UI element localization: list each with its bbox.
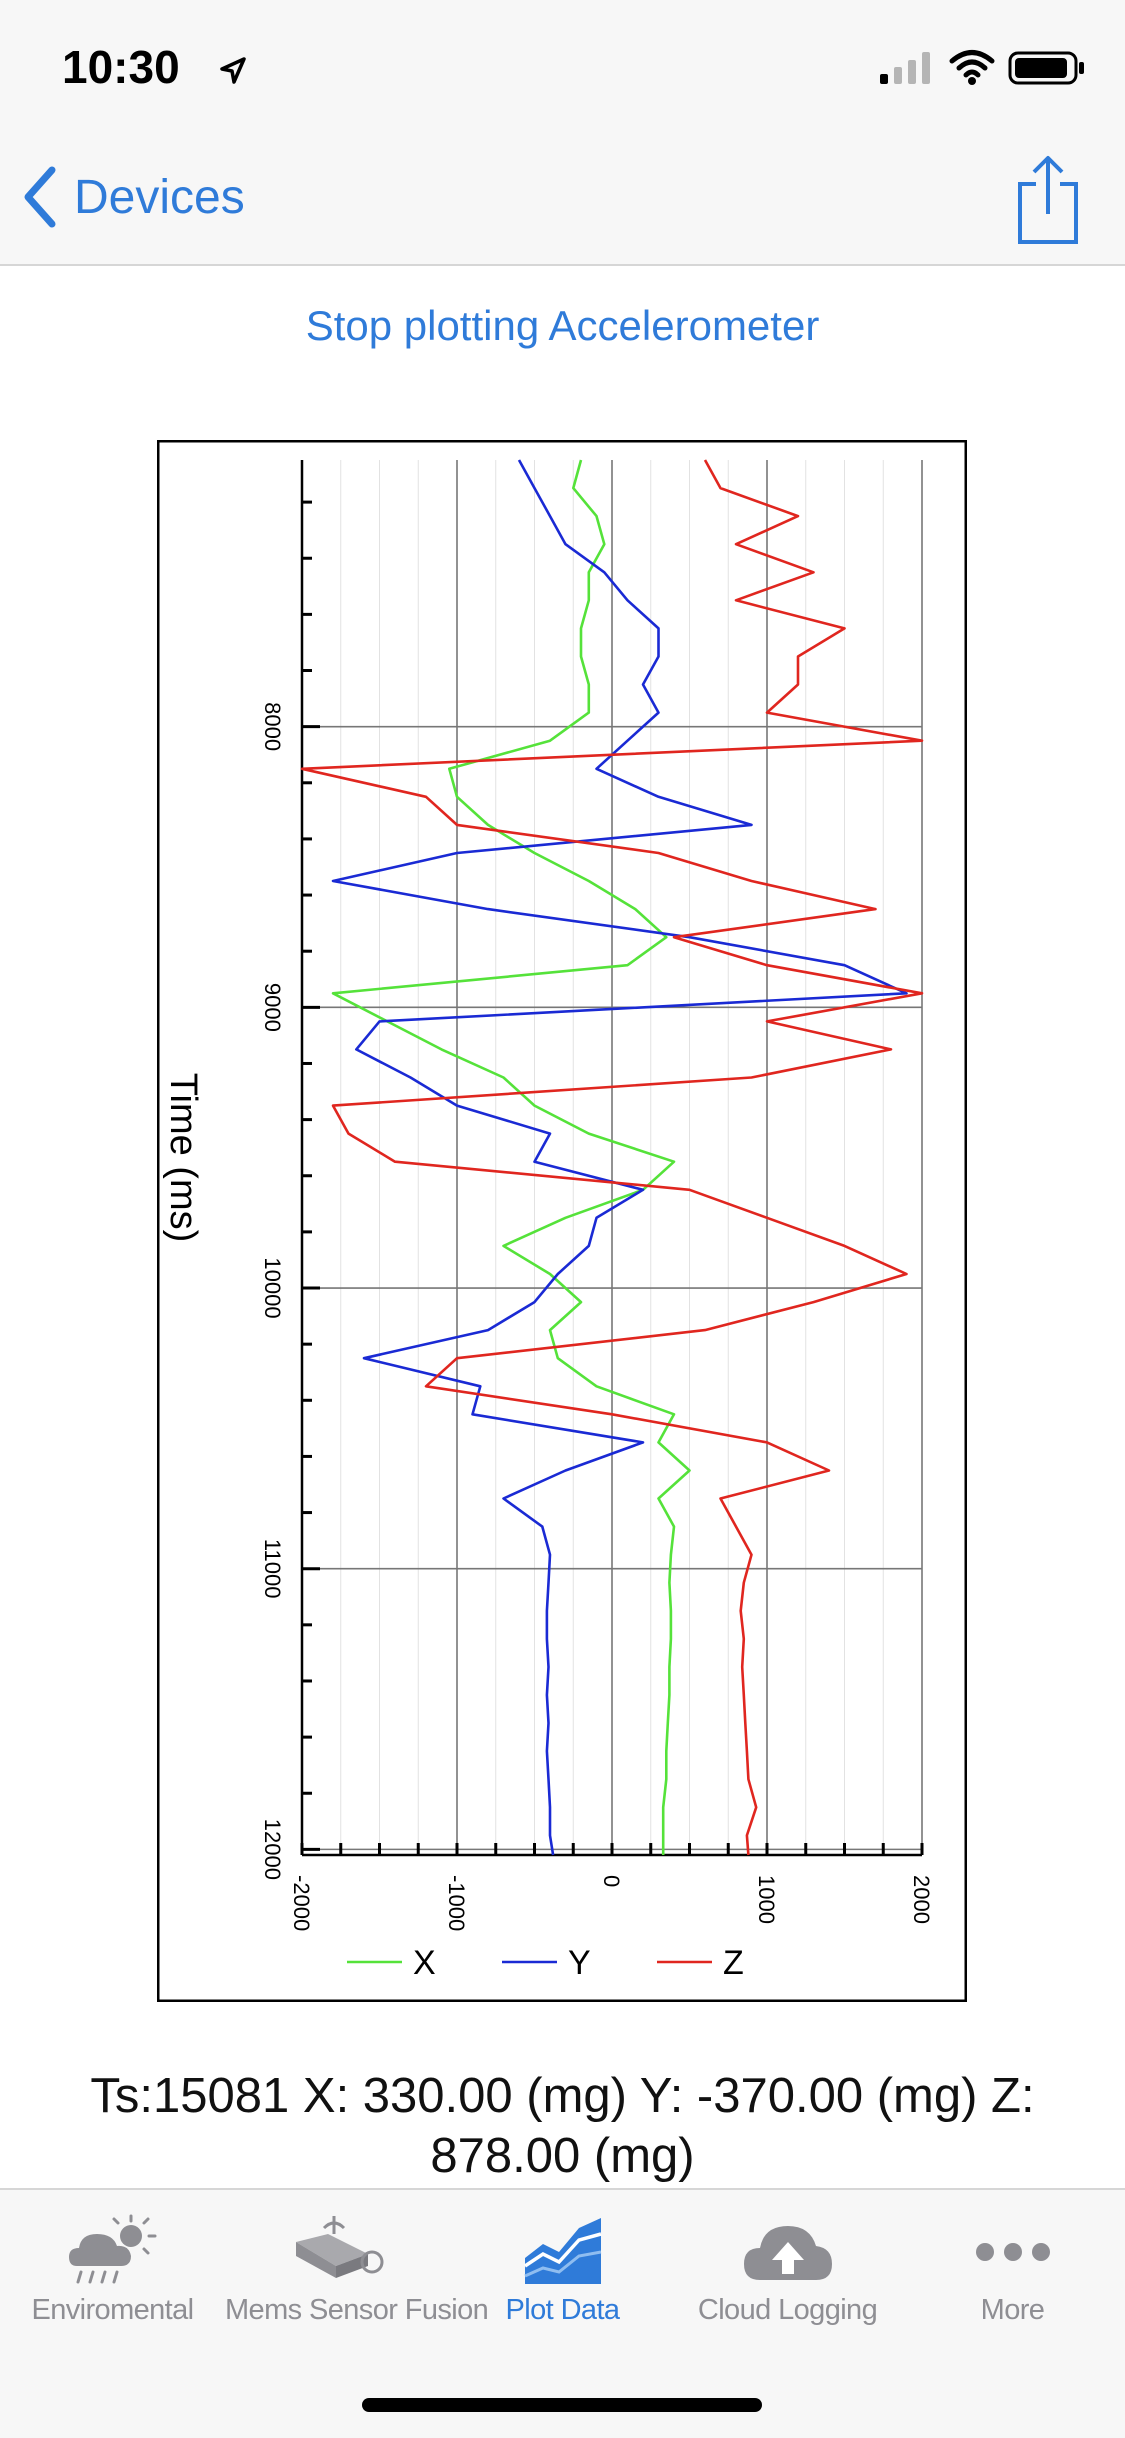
tab-plot-data[interactable]: Plot Data [450,2190,675,2360]
tab-label-mems-sensor-fusion: Mems Sensor Fusion [225,2294,489,2326]
value-tick-label: -1000 [444,1875,469,1931]
chart-svg: 8000 9000 10000 11000 12000-2000 -1000 0 1000 20… [156,439,968,2003]
value-tick-label: -2000 [289,1875,314,1931]
chart-frame [156,439,968,2003]
cellular-signal-icon [880,52,930,84]
stop-plotting-button[interactable]: Stop plotting Accelerometer [305,302,820,349]
tab-more[interactable]: More [900,2190,1125,2360]
tab-mems-sensor-fusion[interactable]: Mems Sensor Fusion [225,2190,489,2360]
status-bar: 10:30 [0,0,1125,132]
tab-cloud-logging[interactable]: Cloud Logging [675,2190,900,2360]
navigation-bar: Devices [0,132,1125,266]
location-arrow-icon [220,57,246,84]
value-tick-label: 0 [599,1875,624,1887]
cube-fusion-icon [295,2216,383,2278]
legend-label-y: Y [568,1944,591,1982]
tab-enviromental[interactable]: Enviromental [0,2190,225,2360]
time-tick-label: 9000 [260,983,285,1032]
time-tick-label: 8000 [260,702,285,751]
tab-label-more: More [980,2294,1045,2326]
share-icon [1018,156,1078,244]
more-dots-icon [975,2243,1050,2261]
battery-icon [1008,51,1084,85]
weather-icon [68,2214,156,2284]
legend-label-z: Z [723,1944,744,1982]
wifi-icon [949,50,995,85]
accelerometer-chart: 8000 9000 10000 11000 12000 -2000 -1000 0 1000 20… [156,439,968,2003]
cloud-upload-icon [743,2226,832,2280]
home-indicator [362,2398,762,2412]
back-button-label: Devices [74,170,245,224]
series-line-y [331,459,908,1856]
plot-chart-icon [523,2218,601,2284]
time-axis-title: Time (ms) [162,1073,204,1243]
time-tick-label: 11000 [260,1539,285,1599]
time-tick-label: 10000 [260,1257,285,1318]
tab-label-plot-data: Plot Data [505,2294,620,2326]
status-time: 10:30 [62,41,180,93]
current-reading: Ts:15081 X: 330.00 (mg) Y: -370.00 (mg) … [90,2069,1035,2183]
series-line-z [300,459,924,1856]
series-line-x [331,459,691,1855]
value-tick-label: 1000 [754,1875,779,1924]
value-tick-label: 2000 [909,1875,934,1924]
share-button[interactable] [1012,152,1084,248]
back-button[interactable]: Devices [22,162,245,232]
time-tick-label: 12000 [260,1819,285,1880]
tab-label-cloud-logging: Cloud Logging [697,2294,878,2326]
tab-bar: Enviromental Mems Sensor Fusion Plot Dat… [0,2188,1125,2438]
chevron-left-icon [24,166,56,228]
legend-label-x: X [413,1944,436,1982]
tab-label-enviromental: Enviromental [31,2294,194,2326]
